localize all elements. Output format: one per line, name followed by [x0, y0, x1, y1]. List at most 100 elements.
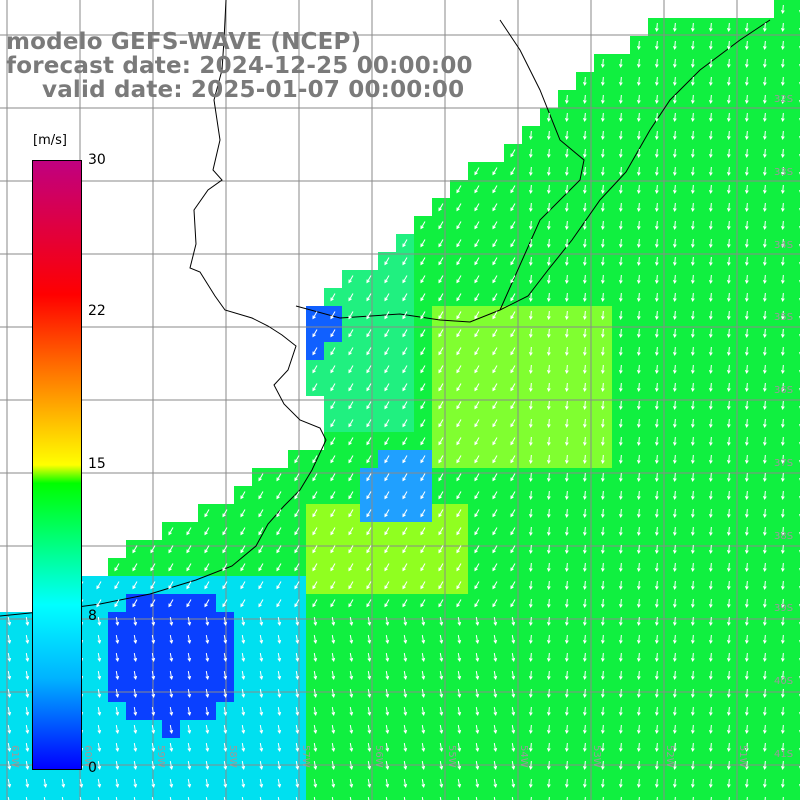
wind-arrow: [600, 688, 605, 699]
wind-arrow: [348, 329, 354, 338]
wind-arrow: [672, 634, 677, 645]
wind-arrow: [654, 184, 659, 195]
wind-arrow: [636, 418, 641, 429]
wind-arrow: [510, 203, 516, 212]
wind-arrow: [600, 220, 605, 231]
wind-arrow: [511, 778, 516, 788]
wind-arrow: [618, 292, 623, 303]
wind-arrow: [780, 328, 785, 339]
wind-arrow: [600, 436, 605, 447]
wind-arrow: [457, 652, 462, 662]
wind-arrow: [366, 599, 372, 608]
wind-arrow: [564, 616, 569, 627]
wind-arrow: [654, 382, 659, 393]
wind-arrow: [241, 724, 246, 734]
wind-arrow: [205, 616, 210, 626]
wind-arrow: [528, 238, 533, 249]
wind-arrow: [762, 490, 767, 501]
wind-arrow: [708, 778, 713, 789]
wind-arrow: [421, 760, 426, 770]
wind-arrow: [726, 778, 731, 789]
wind-arrow: [420, 293, 426, 302]
wind-arrow: [277, 760, 282, 770]
wind-arrow: [403, 652, 408, 662]
wind-arrow: [312, 365, 318, 374]
wind-arrow: [582, 166, 587, 177]
wind-arrow: [205, 634, 210, 644]
wind-arrow: [618, 526, 623, 537]
wind-arrow: [511, 634, 516, 644]
wind-arrow: [708, 472, 713, 483]
wind-arrow: [439, 760, 444, 770]
wind-arrow: [312, 527, 318, 536]
wind-arrow: [331, 652, 336, 662]
wind-arrow: [474, 437, 480, 446]
wind-arrow: [744, 652, 749, 663]
wind-arrow: [384, 383, 390, 392]
wind-arrow: [744, 148, 749, 159]
wind-arrow: [690, 400, 695, 411]
wind-arrow: [762, 508, 767, 519]
wind-arrow: [25, 706, 30, 716]
wind-arrow: [726, 328, 731, 339]
wind-cell: [792, 36, 800, 54]
wind-arrow: [385, 742, 390, 752]
wind-arrow: [744, 112, 749, 123]
wind-arrow: [511, 670, 516, 680]
wind-arrow: [402, 581, 408, 590]
wind-arrow: [726, 184, 731, 195]
wind-arrow: [348, 599, 354, 608]
wind-arrow: [708, 634, 713, 645]
wind-cell: [486, 792, 504, 800]
wind-arrow: [312, 473, 318, 482]
wind-arrow: [456, 527, 462, 536]
wind-cell: [468, 792, 486, 800]
wind-arrow: [654, 238, 659, 249]
wind-arrow: [439, 616, 444, 626]
wind-arrow: [780, 292, 785, 303]
wind-arrow: [528, 742, 533, 753]
wind-arrow: [492, 599, 498, 608]
wind-arrow: [726, 364, 731, 375]
wind-arrow: [564, 760, 569, 771]
wind-cell: [360, 792, 378, 800]
wind-arrow: [726, 706, 731, 717]
wind-arrow: [654, 616, 659, 627]
wind-arrow: [564, 544, 569, 555]
wind-arrow: [618, 58, 623, 69]
wind-arrow: [456, 599, 462, 608]
wind-cell: [792, 630, 800, 648]
wind-arrow: [222, 563, 228, 572]
wind-arrow: [618, 256, 623, 267]
wind-arrow: [331, 688, 336, 698]
wind-arrow: [420, 473, 426, 482]
wind-arrow: [708, 688, 713, 699]
wind-arrow: [438, 401, 444, 410]
wind-arrow: [546, 202, 551, 213]
wind-arrow: [475, 670, 480, 680]
wind-arrow: [402, 311, 408, 320]
wind-arrow: [474, 239, 480, 248]
wind-arrow: [492, 401, 498, 410]
wind-arrow: [708, 742, 713, 753]
wind-arrow: [420, 275, 426, 284]
wind-arrow: [780, 778, 785, 789]
wind-arrow: [186, 545, 192, 554]
wind-arrow: [546, 418, 551, 429]
wind-arrow: [438, 473, 444, 482]
wind-arrow: [618, 310, 623, 321]
wind-arrow: [546, 742, 551, 753]
wind-arrow: [456, 563, 462, 572]
wind-arrow: [312, 599, 318, 608]
wind-arrow: [672, 40, 677, 51]
wind-arrow: [744, 382, 749, 393]
wind-arrow: [582, 562, 587, 573]
wind-arrow: [133, 724, 138, 734]
wind-arrow: [726, 436, 731, 447]
wind-arrow: [726, 346, 731, 357]
wind-arrow: [744, 508, 749, 519]
title-block: modelo GEFS-WAVE (NCEP) forecast date: 2…: [6, 30, 473, 102]
wind-arrow: [744, 256, 749, 267]
wind-arrow: [636, 58, 641, 69]
wind-arrow: [672, 688, 677, 699]
